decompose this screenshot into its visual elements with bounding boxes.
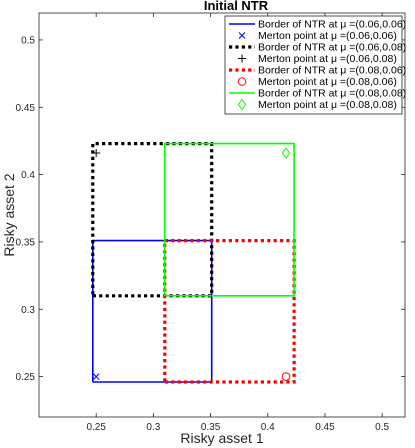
- y-tick-label: 0.5: [21, 35, 35, 46]
- x-tick-label: 0.25: [86, 422, 106, 433]
- y-tick-label: 0.4: [21, 170, 35, 181]
- y-tick-label: 0.45: [16, 103, 36, 114]
- legend-entry: Border of NTR at μ =(0.06,0.06): [258, 19, 406, 31]
- legend-marker-swatch: [237, 77, 247, 86]
- legend-box: [224, 15, 403, 115]
- x-tick-label: 0.35: [201, 422, 221, 433]
- axis-ticks: 0.25 0.3 0.35 0.4 0.45 0.5 0.25 0.3 0.35 0.4 0.45 0…: [16, 13, 405, 433]
- ntr-border-4: [164, 142, 295, 297]
- legend-entry: Border of NTR at μ =(0.08,0.06): [258, 65, 406, 77]
- y-axis-label: Risky asset 2: [1, 173, 17, 256]
- chart-title: Initial NTR: [204, 0, 269, 13]
- legend-marker-swatch: [237, 98, 247, 111]
- x-tick-label: 0.4: [261, 422, 275, 433]
- merton-point-3: [281, 372, 291, 381]
- y-tick-label: 0.3: [21, 305, 35, 316]
- x-tick-label: 0.45: [315, 422, 335, 433]
- legend-entry: Merton point at μ =(0.08,0.08): [258, 99, 397, 111]
- merton-point-1: [92, 373, 100, 380]
- merton-point-4: [281, 147, 291, 159]
- legend-entry: Merton point at μ =(0.08,0.06): [258, 76, 397, 88]
- legend: Border of NTR at μ =(0.06,0.06)Merton po…: [224, 15, 406, 115]
- y-tick-label: 0.25: [16, 372, 36, 383]
- x-axis-label: Risky asset 1: [180, 430, 263, 446]
- legend-marker-swatch: [238, 54, 246, 63]
- series-layer: [91, 142, 296, 384]
- legend-entry: Border of NTR at μ =(0.06,0.08): [258, 42, 406, 54]
- legend-entry: Border of NTR at μ =(0.08,0.08): [258, 88, 406, 100]
- legend-entry: Merton point at μ =(0.06,0.06): [258, 30, 397, 42]
- merton-point-2: [92, 149, 101, 158]
- y-tick-label: 0.35: [16, 237, 36, 248]
- legend-marker-swatch: [238, 32, 246, 39]
- x-tick-label: 0.3: [146, 422, 160, 433]
- x-tick-label: 0.5: [375, 422, 389, 433]
- legend-entry: Merton point at μ =(0.06,0.08): [258, 53, 397, 65]
